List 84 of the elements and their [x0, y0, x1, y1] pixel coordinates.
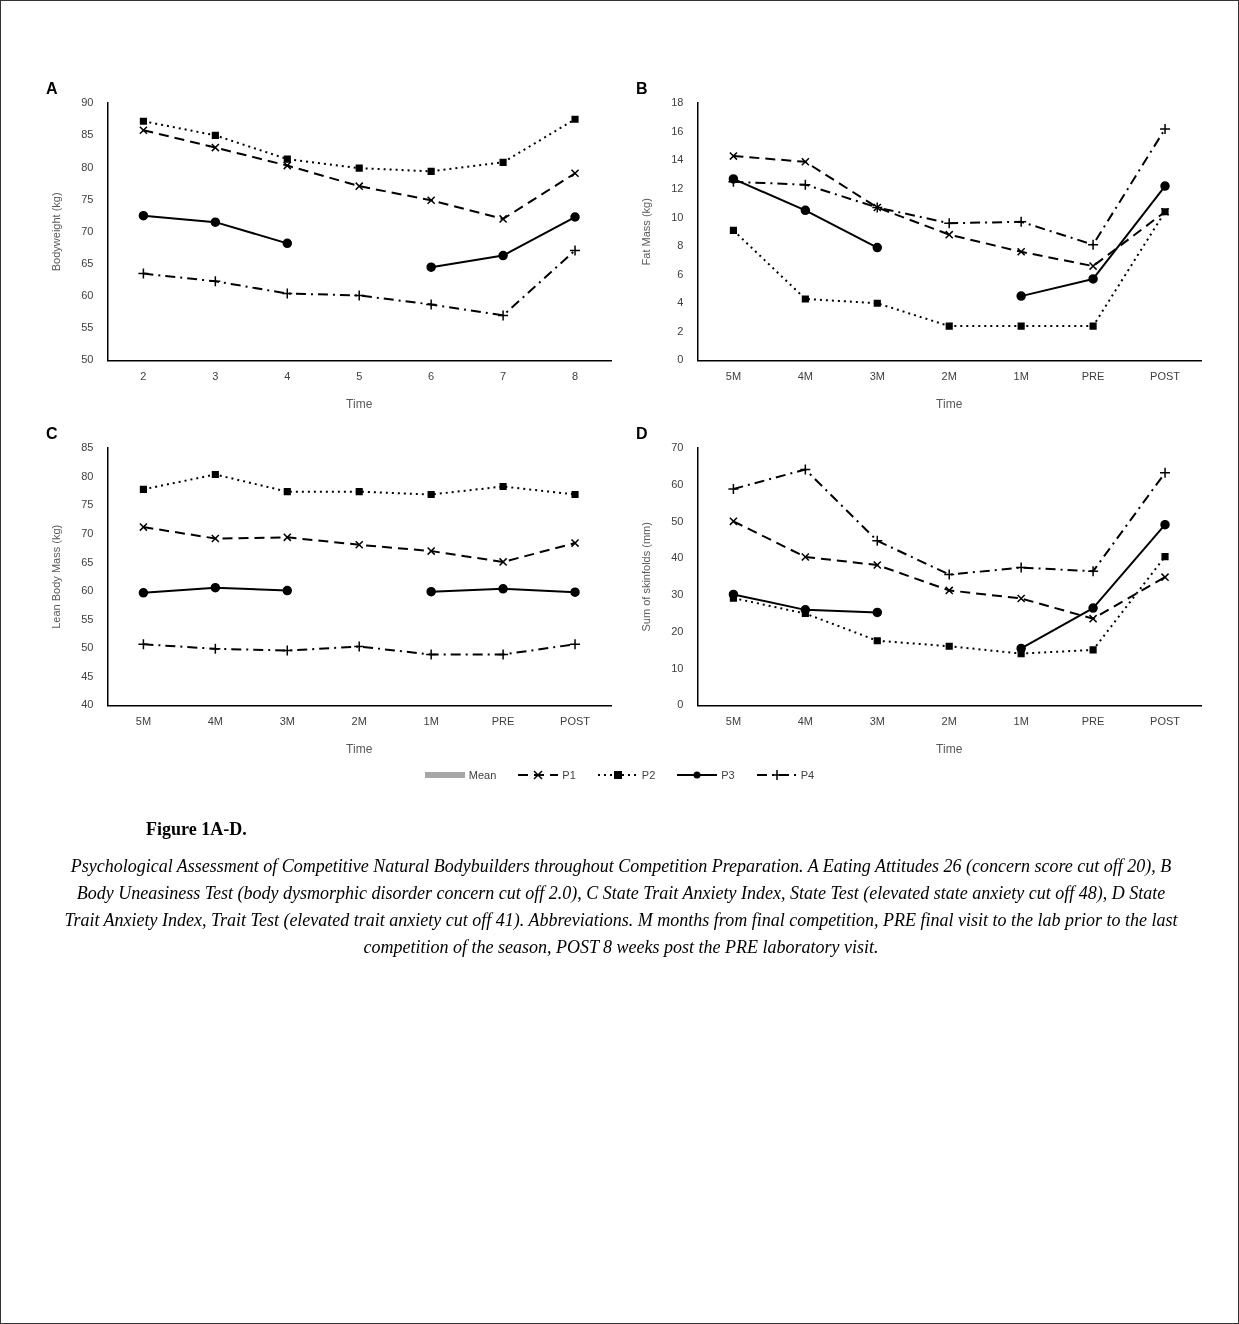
x-tick-label: 5M	[725, 370, 742, 383]
y-axis-title: Bodyweight (kg)	[49, 192, 62, 272]
x-tick-label: 5M	[725, 715, 742, 728]
y-tick-label: 55	[81, 321, 94, 334]
x-tick-label: 7	[500, 370, 507, 383]
x-axis-title: Time	[936, 742, 963, 757]
x-axis-title: Time	[346, 397, 373, 412]
y-tick-label: 16	[671, 124, 684, 137]
legend-label: Mean	[468, 769, 497, 781]
text: Psychological Assessment of Competitive Natural Bodybuilders throughout Competition Preparation. A Eating Attitudes 26 (concern score cut off 20), B Body Uneasiness Test (body dysmorphic disorder concern cut off 2.0), C State Trait Anxiety Index, State Test (elevated state anxiety cut off 48), D State Trait Anxiety Index, Trait Test (elevated trait anxiety cut off 41). Abbreviations. M months from final competition, PRE final visit to the lab prior to the last competition of the season, POST 8 weeks post the PRE laboratory visit.	[63, 855, 1179, 959]
x-tick-label: 3	[212, 370, 219, 383]
legend-label: P2	[641, 769, 656, 781]
y-tick-label: 50	[81, 641, 94, 654]
y-tick-label: 6	[677, 267, 684, 280]
x-tick-label: POST	[560, 715, 591, 728]
x-tick-label: 1M	[1013, 370, 1029, 383]
x-tick-label: 5M	[135, 715, 152, 728]
x-tick-label: 2M	[351, 715, 367, 728]
y-tick-label: 12	[671, 181, 684, 194]
y-tick-label: 85	[81, 128, 94, 141]
x-tick-label: 1M	[1013, 715, 1029, 728]
x-tick-label: 2M	[941, 370, 957, 383]
y-tick-label: 75	[81, 192, 94, 205]
caption: Figure 1A-D.	[146, 818, 248, 841]
y-tick-label: 10	[671, 210, 684, 223]
x-tick-label: POST	[1150, 715, 1181, 728]
y-tick-label: 70	[81, 224, 94, 237]
y-tick-label: 40	[671, 551, 684, 564]
y-tick-label: 40	[81, 698, 94, 711]
y-tick-label: 70	[671, 441, 684, 454]
x-tick-label: PRE	[1081, 370, 1105, 383]
x-tick-label: 4	[284, 370, 291, 383]
y-tick-label: 0	[677, 353, 684, 366]
x-tick-label: 4M	[797, 370, 813, 383]
x-tick-label: 1M	[423, 715, 439, 728]
x-tick-label: 3M	[279, 715, 295, 728]
x-tick-label: PRE	[1081, 715, 1105, 728]
x-axis-title: Time	[936, 397, 963, 412]
y-tick-label: 85	[81, 441, 94, 454]
y-tick-label: 30	[671, 588, 684, 601]
y-tick-label: 80	[81, 469, 94, 482]
y-tick-label: 75	[81, 498, 94, 511]
y-tick-label: 45	[81, 669, 94, 682]
y-axis-title: Sum of skinfolds (mm)	[639, 522, 652, 632]
x-tick-label: 2M	[941, 715, 957, 728]
x-tick-label: 4M	[797, 715, 813, 728]
x-tick-label: POST	[1150, 370, 1181, 383]
chart-title: D	[636, 425, 648, 443]
y-axis-title: Lean Body Mass (kg)	[49, 524, 62, 629]
y-tick-label: 2	[677, 324, 684, 337]
y-tick-label: 14	[671, 153, 684, 166]
legend-label: P1	[562, 769, 576, 781]
y-tick-label: 20	[671, 624, 684, 637]
x-tick-label: 3M	[869, 715, 885, 728]
x-tick-label: 2	[140, 370, 147, 383]
y-tick-label: 60	[671, 477, 684, 490]
y-tick-label: 65	[81, 555, 94, 568]
x-tick-label: 3M	[869, 370, 885, 383]
y-tick-label: 18	[671, 96, 684, 109]
y-tick-label: 80	[81, 160, 94, 173]
x-axis-title: Time	[346, 742, 373, 757]
y-tick-label: 4	[677, 296, 684, 309]
y-tick-label: 10	[671, 661, 684, 674]
y-tick-label: 90	[81, 96, 94, 109]
y-axis-title: Fat Mass (kg)	[639, 198, 652, 266]
x-tick-label: 6	[428, 370, 435, 383]
chart-title: C	[46, 425, 58, 443]
y-tick-label: 55	[81, 612, 94, 625]
x-tick-label: 4M	[207, 715, 223, 728]
chart-title: B	[636, 80, 648, 98]
legend-label: P4	[800, 769, 815, 781]
y-tick-label: 50	[81, 353, 94, 366]
chart-title: A	[46, 80, 58, 98]
x-tick-label: 5	[356, 370, 363, 383]
y-tick-label: 0	[677, 698, 684, 711]
x-tick-label: PRE	[491, 715, 515, 728]
y-tick-label: 65	[81, 256, 94, 269]
y-tick-label: 50	[671, 514, 684, 527]
x-tick-label: 8	[571, 370, 579, 383]
y-tick-label: 60	[81, 289, 94, 302]
y-tick-label: 70	[81, 526, 94, 539]
y-tick-label: 60	[81, 584, 94, 597]
legend-label: P3	[721, 769, 735, 781]
y-tick-label: 8	[677, 239, 684, 252]
